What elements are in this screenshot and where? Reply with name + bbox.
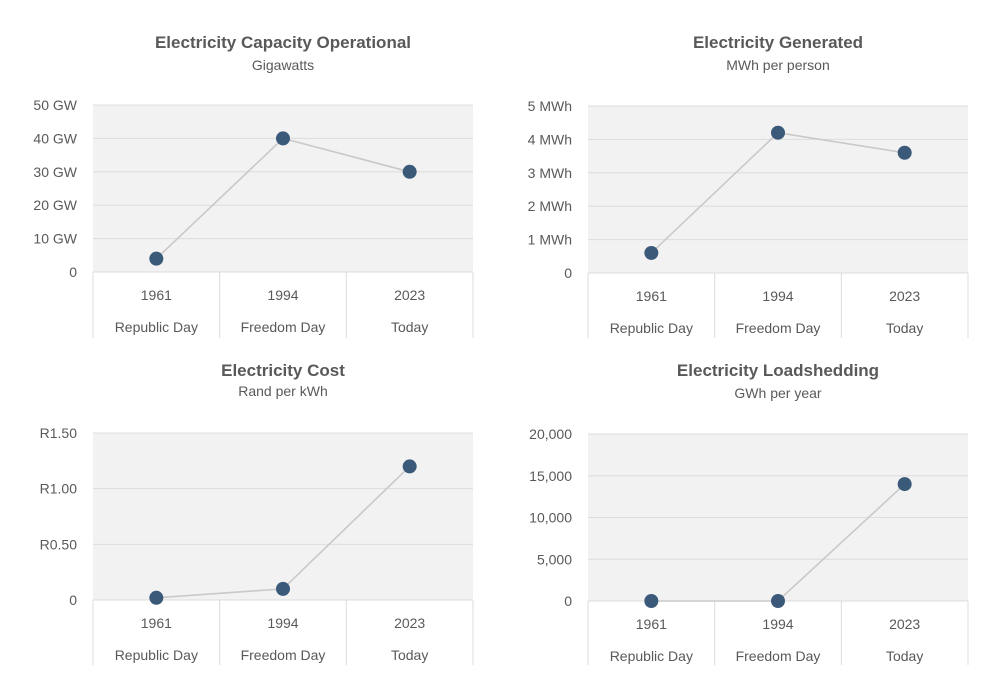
x-tick-label: 2023 [394, 287, 425, 303]
chart-panel-loadshedding: Electricity Loadshedding GWh per year 0 5,0… [500, 349, 1000, 698]
x-tick-label: 1961 [636, 288, 667, 304]
x-category-label: Today [391, 319, 428, 335]
chart-subtitle: GWh per year [734, 385, 821, 401]
x-category-label: Republic Day [610, 320, 693, 336]
y-tick-label: 0 [69, 592, 77, 608]
y-tick-label: R1.50 [40, 425, 78, 441]
x-tick-label: 2023 [889, 616, 920, 632]
x-category-label: Republic Day [610, 648, 693, 664]
plot-area [93, 105, 473, 272]
chart-title: Electricity Loadshedding [677, 361, 879, 380]
x-category-label: Freedom Day [736, 320, 821, 336]
x-tick-label: 1961 [141, 287, 172, 303]
y-tick-label: 10 GW [33, 231, 77, 247]
x-tick-label: 1961 [141, 615, 172, 631]
data-point [276, 131, 290, 146]
chart-title: Electricity Capacity Operational [155, 33, 411, 52]
x-category-label: Republic Day [115, 319, 198, 335]
y-tick-label: 2 MWh [528, 198, 572, 214]
data-point [771, 594, 785, 608]
chart-panel-cost: Electricity Cost Rand per kWh 0 R0.50 R1.00 R… [0, 349, 500, 698]
y-tick-label: 0 [564, 265, 572, 281]
data-point [897, 477, 912, 492]
y-tick-label: 10,000 [529, 510, 572, 526]
plot-area [93, 433, 473, 600]
chart-title: Electricity Generated [693, 33, 863, 52]
chart-capacity-svg: Electricity Capacity Operational Gigawatt… [33, 33, 474, 338]
y-tick-label: 40 GW [33, 130, 77, 146]
x-category-label: Today [886, 320, 923, 336]
x-tick-label: 1961 [636, 616, 667, 632]
data-point [402, 164, 417, 179]
x-tick-label: 1994 [267, 287, 298, 303]
data-point [897, 145, 912, 160]
chart-subtitle: Rand per kWh [238, 383, 327, 399]
y-tick-label: 20 GW [33, 197, 77, 213]
chart-title: Electricity Cost [221, 361, 345, 380]
y-tick-label: 30 GW [33, 164, 77, 180]
x-tick-label: 1994 [267, 615, 298, 631]
data-point [644, 245, 659, 260]
data-point [771, 125, 785, 140]
y-tick-label: 5 MWh [528, 98, 572, 114]
chart-subtitle: MWh per person [726, 57, 829, 73]
x-tick-label: 1994 [762, 616, 793, 632]
y-tick-label: R0.50 [40, 536, 78, 552]
data-point [402, 459, 417, 474]
data-point [276, 581, 290, 596]
chart-subtitle: Gigawatts [252, 57, 314, 73]
y-tick-label: 15,000 [529, 468, 572, 484]
x-category-label: Freedom Day [241, 319, 326, 335]
chart-generated-svg: Electricity Generated MWh per person 0 1 MW… [528, 33, 969, 338]
y-tick-label: 50 GW [33, 97, 77, 113]
x-category-label: Freedom Day [241, 647, 326, 663]
data-point [149, 590, 164, 605]
y-tick-label: 0 [564, 593, 572, 609]
data-point [644, 594, 659, 608]
data-point [149, 251, 164, 266]
chart-panel-generated: Electricity Generated MWh per person 0 1 MW… [500, 0, 1000, 349]
chart-panel-capacity: Electricity Capacity Operational Gigawatt… [0, 0, 500, 349]
x-category-label: Republic Day [115, 647, 198, 663]
chart-loadshedding-svg: Electricity Loadshedding GWh per year 0 5,0… [529, 361, 969, 665]
x-tick-label: 2023 [889, 288, 920, 304]
x-tick-label: 2023 [394, 615, 425, 631]
x-tick-label: 1994 [762, 288, 793, 304]
y-tick-label: 0 [69, 264, 77, 280]
y-tick-label: 5,000 [537, 551, 572, 567]
y-tick-label: R1.00 [40, 481, 78, 497]
y-tick-label: 1 MWh [528, 232, 572, 248]
chart-cost-svg: Electricity Cost Rand per kWh 0 R0.50 R1.00 R… [40, 361, 474, 665]
x-category-label: Today [886, 648, 923, 664]
y-tick-label: 4 MWh [528, 131, 572, 147]
x-category-label: Freedom Day [736, 648, 821, 664]
y-tick-label: 3 MWh [528, 165, 572, 181]
y-tick-label: 20,000 [529, 426, 572, 442]
x-category-label: Today [391, 647, 428, 663]
